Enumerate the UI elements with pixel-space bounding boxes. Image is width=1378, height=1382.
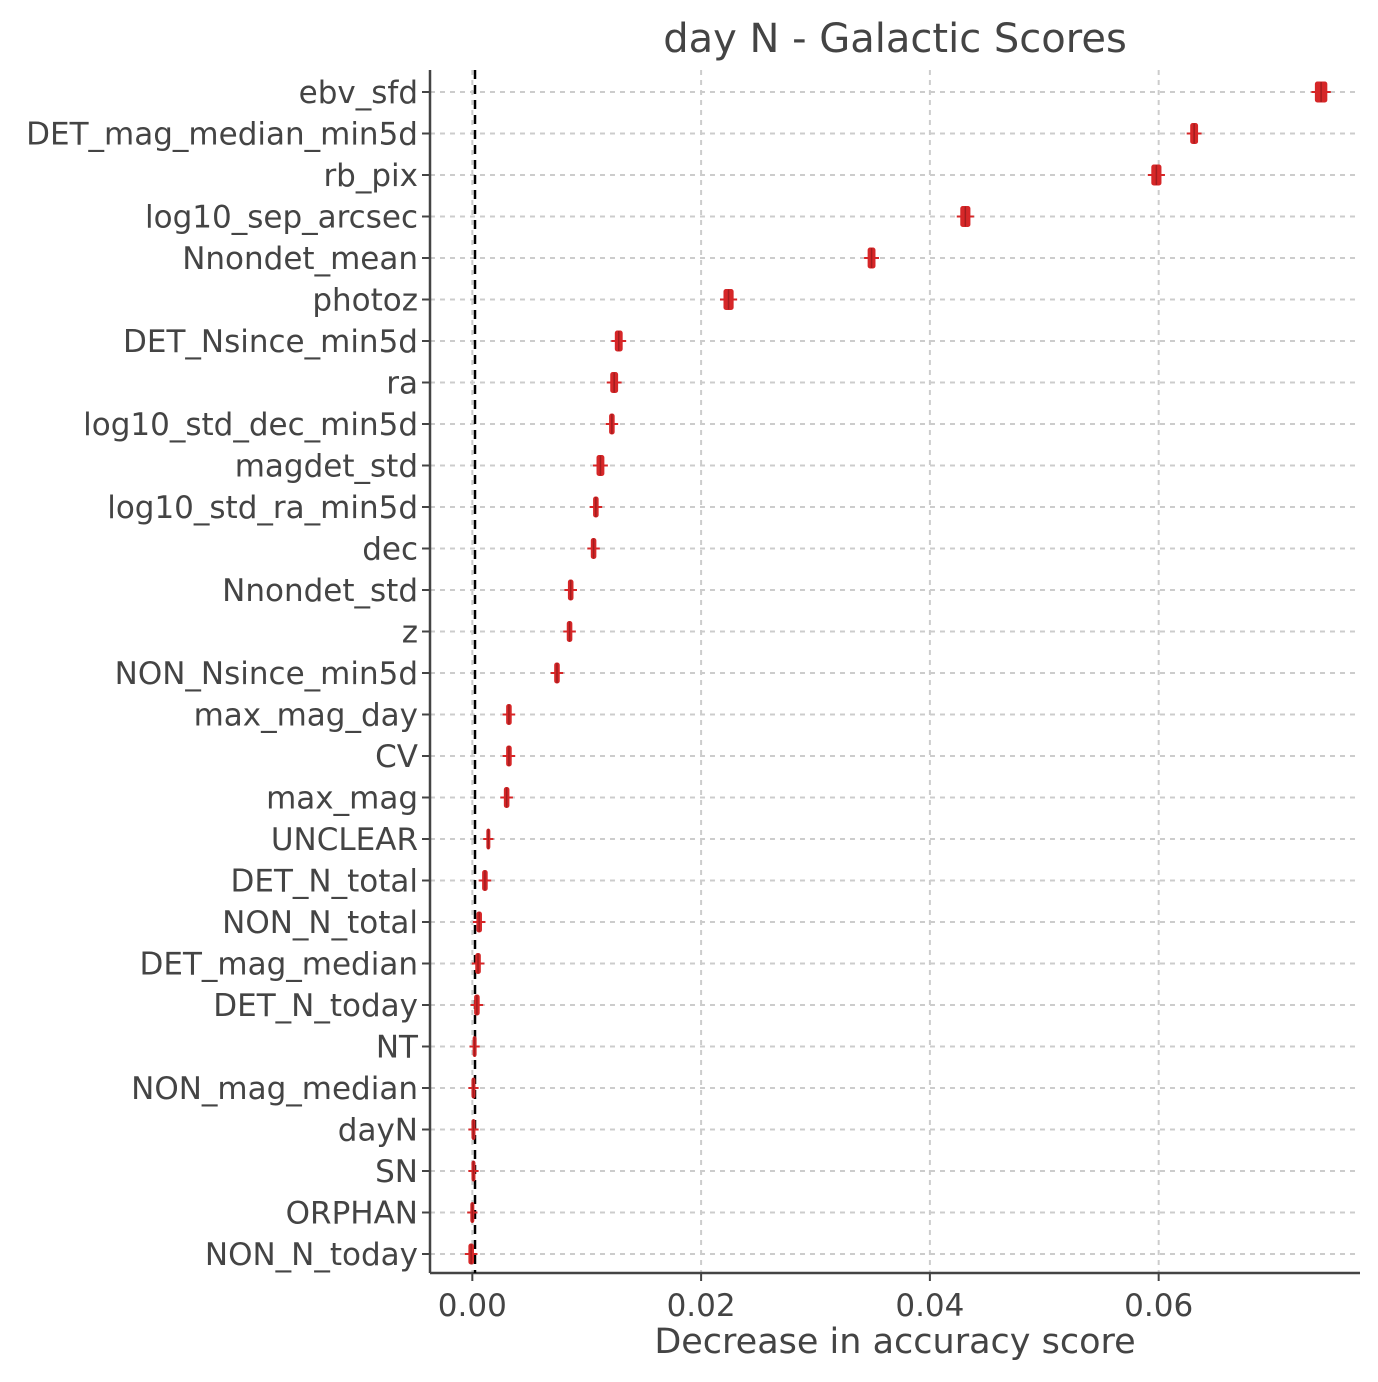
box-NON_Nsince_min5d [550,662,564,684]
y-tick-label: DET_mag_median_min5d [26,117,418,153]
y-tick-label: max_mag [266,781,418,817]
box-DET_N_today [470,994,484,1016]
y-tick-label: NON_Nsince_min5d [115,656,418,692]
y-tick-label: NON_N_today [205,1237,418,1273]
box-Nnondet_std [564,579,577,601]
y-tick-label: log10_std_dec_min5d [83,407,418,443]
box-dec [587,538,600,559]
box-ra [606,372,622,393]
box-SN [468,1160,479,1182]
y-tick-label: photoz [312,283,418,319]
y-tick-label: SN [375,1154,418,1190]
y-tick-label: NT [376,1030,419,1066]
box-ebv_sfd [1311,81,1331,103]
y-tick-label: magdet_std [235,449,418,485]
boxes [464,81,1331,1265]
box-rb_pix [1147,164,1165,186]
box-CV [502,745,516,767]
box-z [563,621,576,642]
x-axis-label: Decrease in accuracy score [654,1322,1135,1362]
box-log10_std_dec_min5d [605,413,619,435]
box-DET_mag_median [471,953,485,974]
y-tick-label: log10_sep_arcsec [145,200,418,236]
box-DET_mag_median_min5d [1186,123,1202,144]
y-tick-label: DET_N_total [231,864,418,900]
y-tick-label: DET_mag_median [140,947,418,983]
y-tick-label: ebv_sfd [299,75,418,111]
y-tick-label: max_mag_day [194,698,418,734]
y-tick-label: z [402,615,418,651]
x-tick-label: 0.06 [1124,1288,1193,1324]
x-tick-label: 0.04 [895,1288,964,1324]
x-tick-label: 0.02 [667,1288,736,1324]
y-tick-label: ra [386,366,418,402]
y-tick-label: NON_N_total [222,905,418,941]
box-NON_N_total [472,911,486,933]
box-dayN [468,1119,479,1140]
y-tick-label: log10_std_ra_min5d [107,490,418,526]
y-tick-label: Nnondet_std [222,573,418,609]
box-log10_std_ra_min5d [589,496,603,518]
axes [428,70,1360,1275]
y-tick-labels: ebv_sfd DET_mag_median_min5d rb_pix log10_s… [26,75,430,1273]
y-tick-label: dec [362,532,418,568]
y-tick-label: Nnondet_mean [182,241,418,277]
box-max_mag_day [502,704,516,725]
y-tick-label: NON_mag_median [131,1071,418,1107]
x-tick-label: 0.00 [438,1288,507,1324]
y-tick-label: rb_pix [323,158,418,194]
grid [430,70,1360,1273]
x-tick-labels: 0.00 0.02 0.04 0.06 [438,1273,1193,1324]
y-tick-label: CV [375,739,418,775]
y-tick-label: DET_N_today [213,988,418,1024]
box-NON_mag_median [468,1077,479,1099]
box-photoz [719,289,738,310]
y-tick-label: dayN [338,1113,418,1149]
box-UNCLEAR [483,828,494,850]
box-magdet_std [593,455,608,476]
chart-title: day N - Galactic Scores [663,16,1127,62]
box-max_mag [500,787,513,808]
box-NON_N_today [464,1243,478,1265]
box-NT [469,1036,480,1057]
box-Nnondet_mean [864,247,879,269]
y-tick-label: DET_Nsince_min5d [123,324,418,360]
box-DET_Nsince_min5d [611,330,627,352]
y-tick-label: ORPHAN [286,1196,418,1232]
box-ORPHAN [467,1202,478,1223]
box-log10_sep_arcsec [956,206,974,227]
y-tick-label: UNCLEAR [271,822,418,858]
box-DET_N_total [478,870,492,891]
